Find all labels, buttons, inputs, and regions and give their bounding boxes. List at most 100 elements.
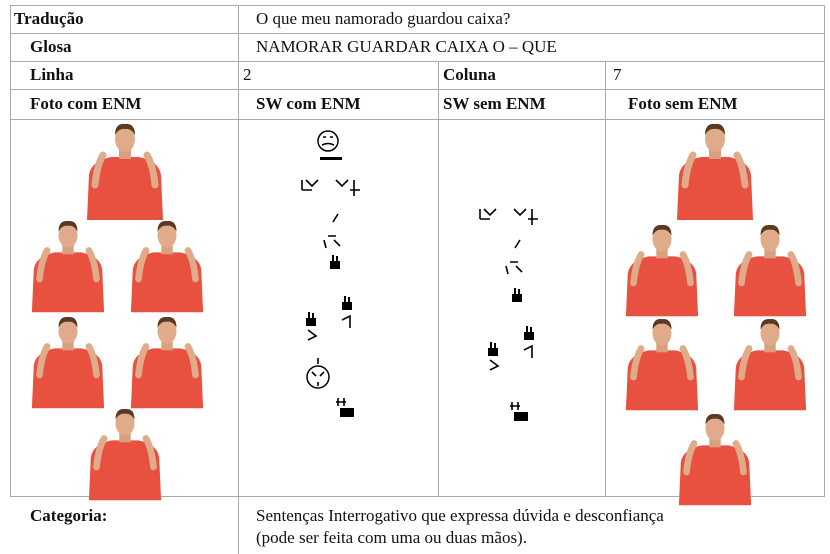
hair (652, 224, 672, 236)
neck (709, 149, 721, 159)
arms (630, 345, 694, 381)
header: SW com ENM (256, 94, 361, 113)
category-line: Sentenças Interrogativo que expressa dúv… (256, 506, 664, 525)
signwriting-glyph (514, 288, 520, 294)
arms (91, 151, 159, 189)
shirt (88, 440, 162, 501)
hair (652, 318, 672, 330)
shirt (625, 256, 699, 317)
arms (630, 251, 694, 287)
signwriting-glyph (490, 342, 496, 348)
signwriting-glyph (505, 239, 523, 275)
signwriting-glyph (306, 318, 316, 326)
signwriting-glyph (301, 179, 360, 196)
shirt (733, 256, 807, 317)
signwriting-glyph (514, 412, 528, 421)
column-label: Coluna (443, 65, 496, 84)
column-value: 7 (613, 65, 622, 84)
person-photo (130, 316, 204, 409)
translation-label: Tradução (14, 9, 84, 28)
signwriting-glyph (524, 332, 534, 340)
shirt (678, 445, 752, 506)
hair (157, 316, 177, 328)
arms (135, 343, 199, 379)
signwriting-glyph (512, 294, 522, 302)
signwriting-face (317, 130, 339, 152)
signwriting-glyph (308, 312, 314, 318)
gloss-value: NAMORAR GUARDAR CAIXA O – QUE (256, 37, 557, 56)
person-photo (678, 413, 752, 506)
head (58, 222, 78, 248)
head (760, 226, 780, 252)
shirt (31, 348, 105, 409)
hair (705, 413, 725, 425)
person-photo (130, 220, 204, 313)
signwriting-glyph (330, 261, 340, 269)
shirt (677, 157, 753, 220)
person-photo (625, 224, 699, 317)
neck (161, 340, 173, 351)
signwriting-glyph (332, 255, 338, 261)
signwriting-glyph (488, 348, 498, 356)
neck (161, 244, 173, 255)
header: SW sem ENM (443, 94, 546, 113)
hair (58, 220, 78, 232)
hair (115, 408, 135, 420)
signwriting-glyph (489, 344, 533, 371)
arms (683, 440, 747, 476)
signwriting-glyph (510, 402, 520, 410)
person-photo (31, 316, 105, 409)
signwriting-glyph (311, 358, 325, 386)
arms (738, 345, 802, 381)
person-photo (733, 318, 807, 411)
head (652, 226, 672, 252)
hair (705, 123, 725, 135)
line-value: 2 (243, 65, 252, 84)
shirt (625, 350, 699, 411)
arms (36, 247, 100, 283)
signwriting-glyph (479, 208, 538, 225)
header: Foto com ENM (30, 94, 142, 113)
signwriting-glyph (336, 398, 346, 406)
hair (115, 123, 135, 135)
signwriting-glyph (321, 136, 335, 146)
head (705, 415, 725, 441)
shirt (130, 348, 204, 409)
neck (764, 342, 776, 353)
category-label: Categoria: (30, 506, 108, 525)
signwriting-glyph (323, 213, 341, 249)
person-photo (625, 318, 699, 411)
neck (62, 244, 74, 255)
head (58, 318, 78, 344)
neck (656, 342, 668, 353)
person-photo (88, 408, 162, 501)
head (705, 126, 725, 152)
signwriting-glyph (526, 326, 532, 332)
hair (760, 318, 780, 330)
shirt (733, 350, 807, 411)
head (652, 320, 672, 346)
head (115, 126, 135, 152)
neck (709, 437, 721, 448)
shirt (87, 157, 163, 220)
arms (93, 435, 157, 471)
arms (738, 251, 802, 287)
hair (58, 316, 78, 328)
person-photo (31, 220, 105, 313)
head (157, 318, 177, 344)
signwriting-glyph (344, 296, 350, 302)
person-photo (733, 224, 807, 317)
neck (119, 149, 131, 159)
hair (760, 224, 780, 236)
shirt (31, 252, 105, 313)
signwriting-glyph (307, 314, 351, 341)
signwriting-glyph (342, 302, 352, 310)
neck (656, 248, 668, 259)
head (760, 320, 780, 346)
hair (157, 220, 177, 232)
arms (681, 151, 749, 189)
gloss-label: Glosa (30, 37, 72, 56)
arms (135, 247, 199, 283)
